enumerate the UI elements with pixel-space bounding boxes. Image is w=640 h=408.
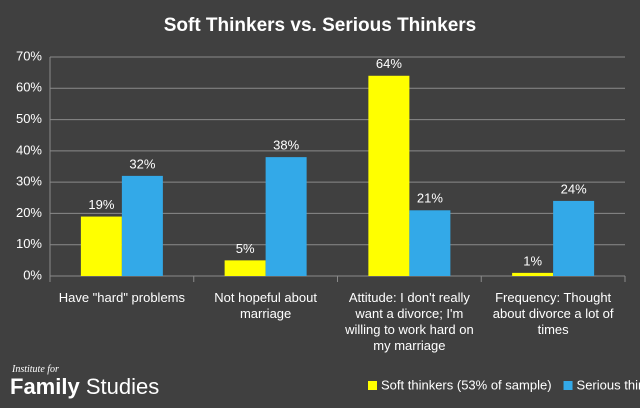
bar <box>121 175 163 276</box>
y-tick-label: 70% <box>16 48 42 63</box>
x-tick-label: Frequency: Thought about divorce a lot o… <box>492 290 614 337</box>
bar <box>265 157 307 276</box>
value-label: 5% <box>236 241 255 256</box>
y-tick-label: 40% <box>16 142 42 157</box>
legend-swatch <box>563 381 573 390</box>
x-tick-label: Attitude: I don't really want a divorce;… <box>345 290 474 353</box>
bar <box>80 216 122 276</box>
value-label: 1% <box>523 253 542 268</box>
logo-word: Studies <box>85 374 160 399</box>
x-tick-label: Not hopeful about marriage <box>214 290 317 321</box>
bar <box>553 200 595 276</box>
y-tick-label: 30% <box>16 174 42 189</box>
logo-line1: Institute for <box>12 364 59 375</box>
legend-label: Soft thinkers (53% of sample) <box>381 377 552 392</box>
logo: Family Studies <box>10 374 159 400</box>
legend-swatch <box>368 381 377 390</box>
y-tick-label: 20% <box>16 205 42 220</box>
bar <box>224 260 266 276</box>
x-tick-label: Have "hard" problems <box>58 290 186 305</box>
value-label: 21% <box>417 191 443 206</box>
y-tick-label: 50% <box>16 111 42 126</box>
bar <box>368 75 410 277</box>
logo-word: Family <box>10 374 80 399</box>
y-tick-label: 0% <box>23 267 42 282</box>
bar <box>409 210 451 276</box>
chart-title: Soft Thinkers vs. Serious Thinkers <box>164 15 477 36</box>
bar <box>512 272 554 276</box>
y-tick-label: 10% <box>16 236 42 251</box>
legend-label: Serious thinkers (47% of sample) <box>577 377 640 392</box>
value-label: 38% <box>273 138 299 153</box>
value-label: 24% <box>561 181 587 196</box>
value-label: 64% <box>376 56 402 71</box>
value-label: 32% <box>129 156 155 171</box>
y-tick-label: 60% <box>16 80 42 95</box>
value-label: 19% <box>88 197 114 212</box>
